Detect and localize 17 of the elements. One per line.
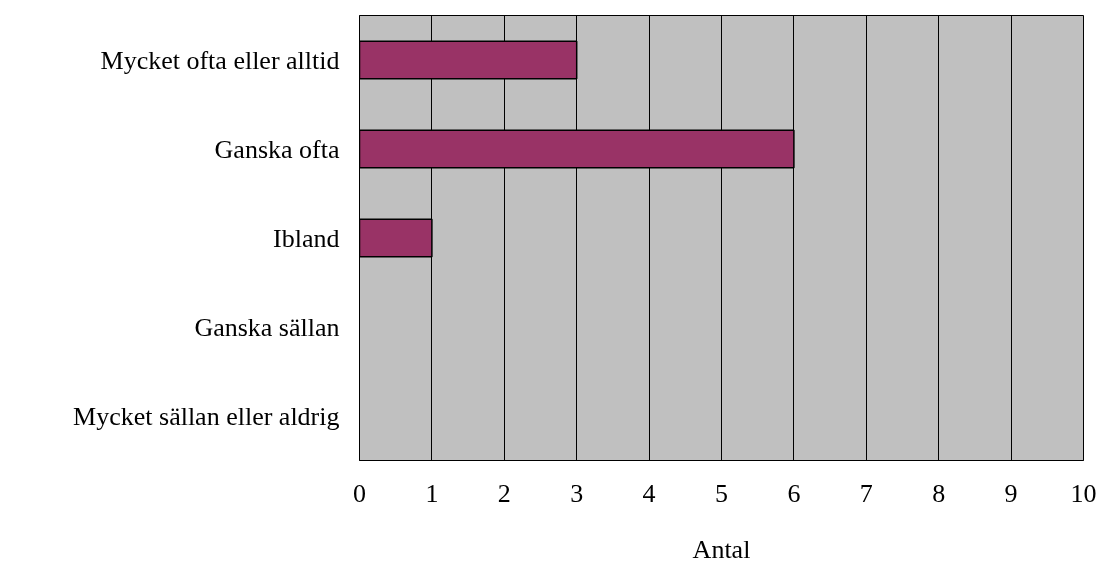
- x-tick-label: 6: [787, 478, 801, 508]
- y-tick-label: Mycket sällan eller aldrig: [73, 401, 340, 431]
- x-tick-label: 1: [425, 478, 439, 508]
- y-tick-label: Ganska ofta: [214, 134, 340, 164]
- x-tick-label: 7: [859, 478, 873, 508]
- x-axis-title: Antal: [692, 534, 751, 564]
- x-tick-label: 9: [1004, 478, 1018, 508]
- y-tick-label: Mycket ofta eller alltid: [100, 45, 340, 75]
- x-tick-label: 5: [715, 478, 728, 508]
- x-tick-label: 10: [1070, 478, 1097, 508]
- y-tick-label: Ganska sällan: [194, 312, 340, 342]
- x-tick-label: 2: [497, 478, 511, 508]
- x-tick-label: 0: [353, 478, 366, 508]
- x-tick-label: 8: [932, 478, 946, 508]
- x-tick-label: 4: [642, 478, 656, 508]
- y-tick-label: Ibland: [273, 223, 340, 253]
- x-tick-label: 3: [570, 478, 584, 508]
